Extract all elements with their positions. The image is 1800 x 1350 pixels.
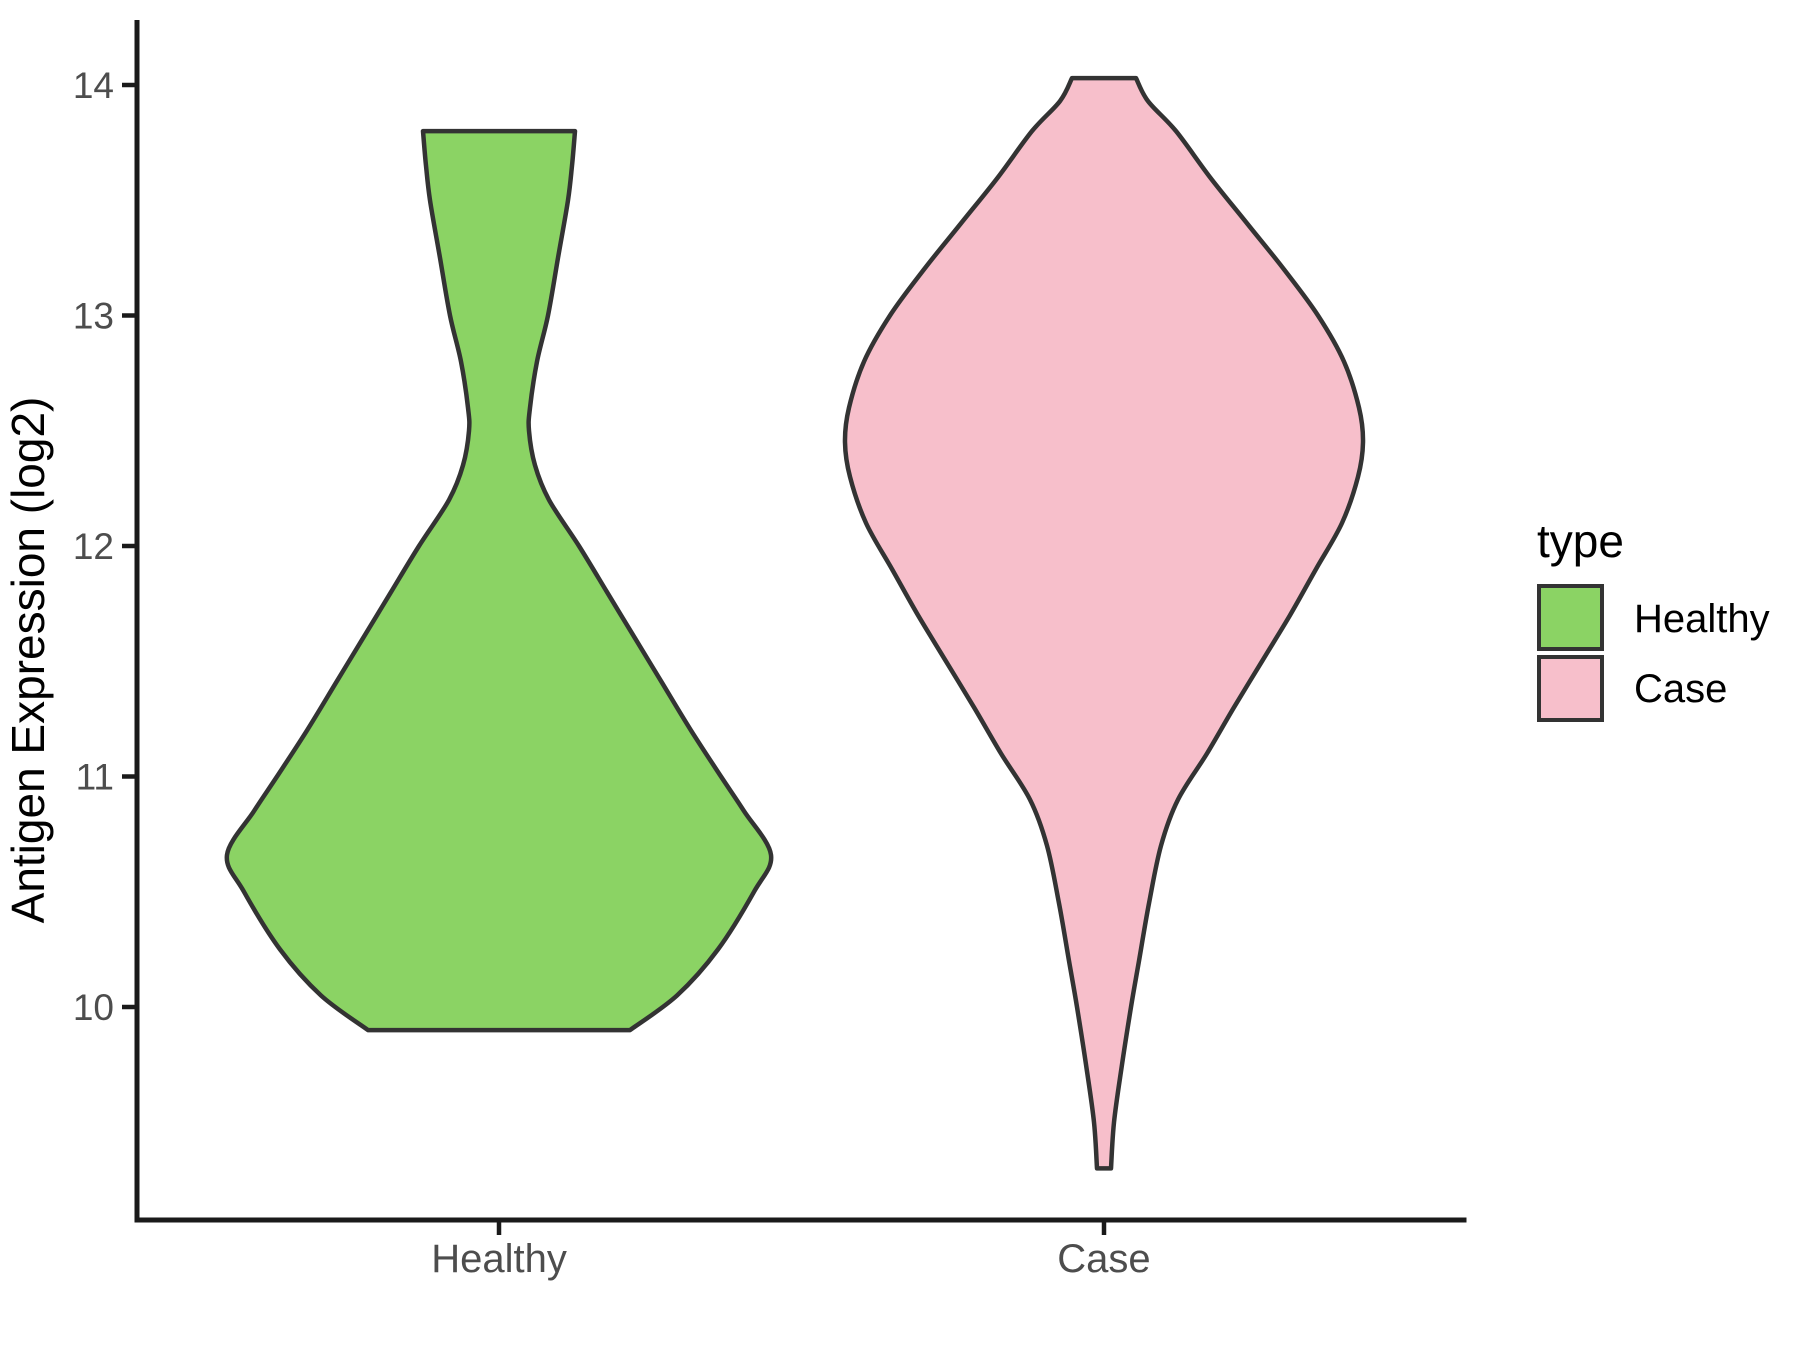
y-tick-label-11: 11 [76,757,114,798]
x-axis-line [134,1217,1467,1223]
y-tick-label-14: 14 [73,65,114,106]
y-axis-line [134,20,140,1222]
violin-healthy [224,128,774,1033]
x-tick-marks [496,1222,1107,1235]
legend-label-case: Case [1634,667,1728,711]
violin-case [842,75,1366,1171]
x-category-label-case: Case [1057,1237,1150,1281]
y-axis-title: Antigen Expression (log2) [2,397,54,924]
y-tick-label-12: 12 [73,526,114,567]
y-tick-label-13: 13 [73,296,114,337]
legend-key-case-swatch [1537,655,1604,722]
y-tick-marks [122,82,135,1010]
legend-label-healthy: Healthy [1634,597,1770,641]
legend-title: type [1537,515,1624,567]
y-tick-label-10: 10 [73,987,114,1028]
x-category-label-healthy: Healthy [431,1237,567,1281]
legend-key-healthy-swatch [1537,584,1604,651]
